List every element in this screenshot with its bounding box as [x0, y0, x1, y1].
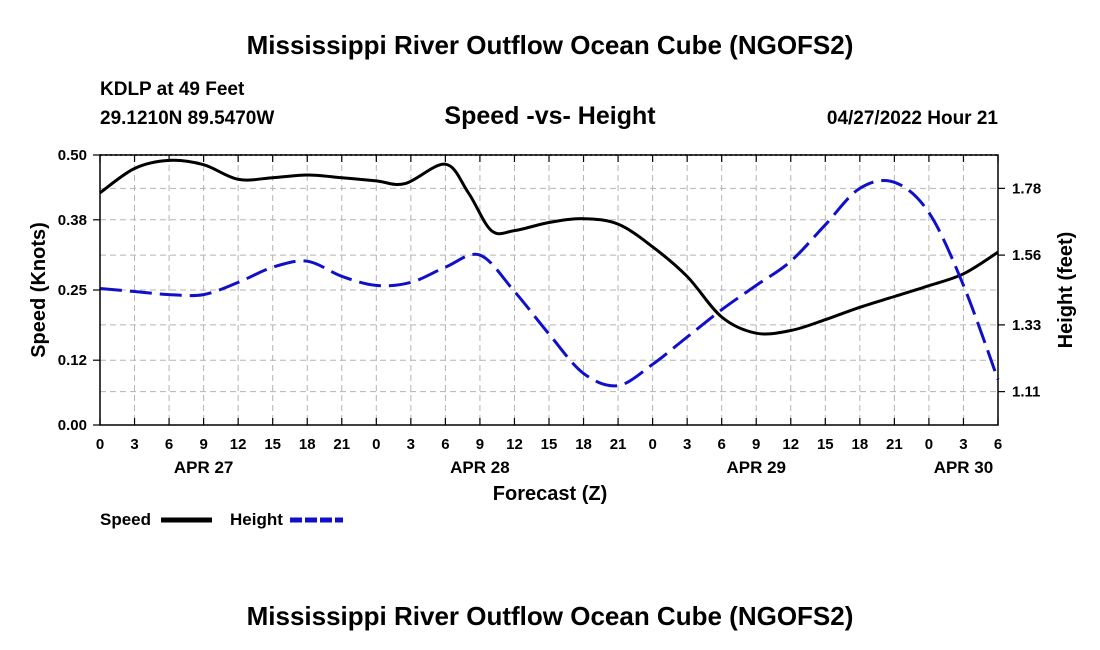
day-label: APR 27 [174, 458, 234, 477]
y-axis-label: Speed (Knots) [28, 222, 50, 358]
x-tick-label: 3 [959, 436, 967, 453]
x-tick-label: 3 [407, 436, 415, 453]
x-tick-label: 15 [264, 436, 281, 453]
x-tick-label: 9 [199, 436, 207, 453]
x-tick-label: 0 [648, 436, 656, 453]
coordinates-label: 29.1210N 89.5470W [100, 108, 274, 129]
x-tick-label: 6 [994, 436, 1002, 453]
plot-frame [99, 154, 999, 426]
x-tick-label: 18 [852, 436, 869, 453]
x-tick-label: 6 [165, 436, 173, 453]
x-tick-label: 9 [476, 436, 484, 453]
x-tick-label: 15 [817, 436, 834, 453]
page-title: Mississippi River Outflow Ocean Cube (NG… [247, 30, 854, 60]
plot-title: Speed -vs- Height [444, 102, 656, 130]
height-series-line [99, 179, 1000, 388]
y-tick-label: 0.50 [58, 147, 87, 164]
y-tick-label: 0.00 [58, 417, 87, 434]
y2-tick-label: 1.11 [1012, 384, 1040, 401]
x-tick-label: 21 [886, 436, 903, 453]
y2-tick-label: 1.78 [1012, 180, 1041, 197]
x-axis-label: Forecast (Z) [493, 483, 607, 505]
speed-series-line [99, 158, 999, 336]
x-tick-label: 12 [782, 436, 799, 453]
y2-axis-label: Height (feet) [1055, 232, 1077, 349]
tick-labels: 0 3 6 9 12 15 18 21 0 3 6 9 12 15 18 21 0 3 6 9 12 15 18 21 0 3 6A… [58, 147, 1041, 477]
day-label: APR 30 [934, 458, 994, 477]
x-tick-label: 6 [441, 436, 449, 453]
y2-tick-label: 1.56 [1012, 247, 1041, 264]
x-tick-label: 3 [130, 436, 138, 453]
x-tick-label: 0 [925, 436, 933, 453]
y-tick-label: 0.12 [58, 352, 87, 369]
x-tick-label: 21 [333, 436, 350, 453]
legend-height-label: Height [230, 510, 283, 529]
x-tick-label: 9 [752, 436, 760, 453]
axis-ticks [93, 154, 1005, 426]
x-tick-label: 18 [575, 436, 592, 453]
x-tick-label: 21 [610, 436, 627, 453]
grid-lines [100, 154, 998, 425]
day-label: APR 28 [450, 458, 510, 477]
y-tick-label: 0.25 [58, 282, 87, 299]
x-tick-label: 12 [230, 436, 247, 453]
x-tick-label: 0 [96, 436, 104, 453]
x-tick-label: 0 [372, 436, 380, 453]
x-tick-label: 12 [506, 436, 523, 453]
x-tick-label: 15 [541, 436, 558, 453]
x-tick-label: 3 [683, 436, 691, 453]
day-label: APR 29 [726, 458, 786, 477]
legend-speed-label: Speed [100, 510, 151, 529]
x-tick-label: 18 [299, 436, 316, 453]
x-tick-label: 6 [718, 436, 726, 453]
series-lines [99, 158, 1000, 388]
y2-tick-label: 1.33 [1012, 317, 1041, 334]
y-tick-label: 0.38 [58, 212, 87, 229]
footer-title: Mississippi River Outflow Ocean Cube (NG… [247, 601, 854, 631]
station-label: KDLP at 49 Feet [100, 79, 245, 100]
forecast-datetime: 04/27/2022 Hour 21 [827, 108, 999, 129]
legend: Speed Height [100, 510, 343, 529]
